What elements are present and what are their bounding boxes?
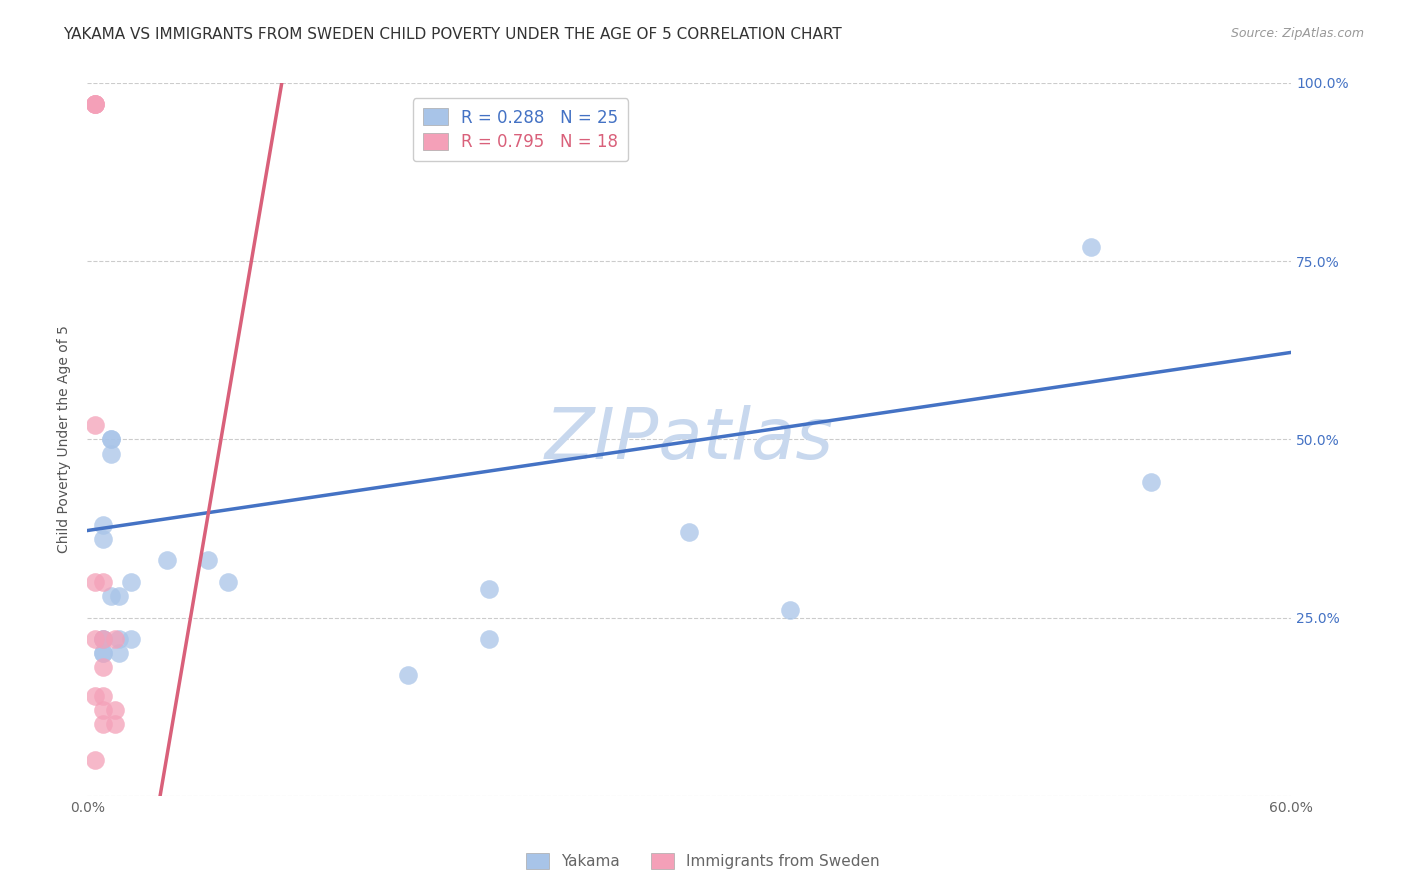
Point [84, 632, 107, 646]
Point [84, 753, 107, 767]
Point [108, 589, 131, 603]
Point [91, 517, 114, 532]
Point [84, 97, 107, 112]
Point [91, 717, 114, 731]
Point [477, 632, 499, 646]
Point [91, 632, 114, 646]
Point [84, 418, 107, 433]
Point [91, 632, 114, 646]
Point [156, 553, 179, 567]
Text: YAKAMA VS IMMIGRANTS FROM SWEDEN CHILD POVERTY UNDER THE AGE OF 5 CORRELATION CH: YAKAMA VS IMMIGRANTS FROM SWEDEN CHILD P… [63, 27, 842, 42]
Point [120, 574, 142, 589]
Point [91, 646, 114, 660]
Text: ZIPatlas: ZIPatlas [544, 405, 834, 474]
Point [104, 632, 127, 646]
Point [84, 97, 107, 112]
Point [1080, 240, 1102, 254]
Point [396, 667, 419, 681]
Point [91, 532, 114, 546]
Point [104, 717, 127, 731]
Point [120, 632, 142, 646]
Point [100, 446, 122, 460]
Point [1140, 475, 1163, 489]
Point [108, 646, 131, 660]
Legend: Yakama, Immigrants from Sweden: Yakama, Immigrants from Sweden [520, 847, 886, 875]
Legend: R = 0.288   N = 25, R = 0.795   N = 18: R = 0.288 N = 25, R = 0.795 N = 18 [413, 98, 628, 161]
Point [84, 574, 107, 589]
Point [91, 646, 114, 660]
Point [100, 589, 122, 603]
Point [91, 632, 114, 646]
Point [477, 582, 499, 596]
Point [91, 660, 114, 674]
Point [104, 703, 127, 717]
Point [678, 524, 700, 539]
Point [84, 97, 107, 112]
Point [197, 553, 219, 567]
Point [108, 632, 131, 646]
Point [91, 574, 114, 589]
Point [91, 689, 114, 703]
Point [84, 689, 107, 703]
Point [217, 574, 239, 589]
Point [100, 433, 122, 447]
Text: Source: ZipAtlas.com: Source: ZipAtlas.com [1230, 27, 1364, 40]
Point [84, 97, 107, 112]
Point [779, 603, 801, 617]
Point [91, 703, 114, 717]
Y-axis label: Child Poverty Under the Age of 5: Child Poverty Under the Age of 5 [58, 326, 72, 553]
Point [100, 433, 122, 447]
